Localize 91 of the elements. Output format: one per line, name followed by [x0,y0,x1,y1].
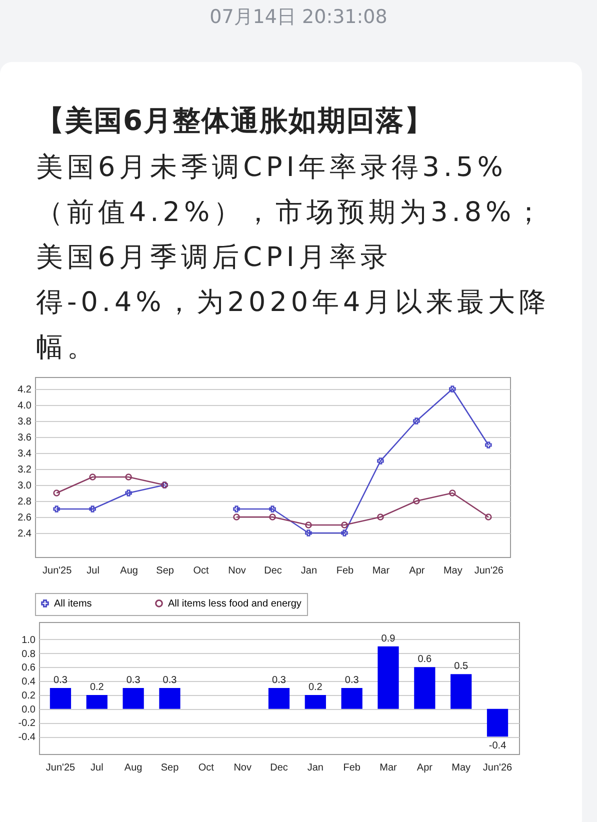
x-tick-label: May [452,762,471,774]
y-tick-label: 2.6 [18,512,32,524]
x-tick-label: Apr [409,566,426,576]
y-tick-label: 2.4 [18,528,32,540]
x-tick-label: Dec [270,762,288,774]
x-tick-label: Feb [343,762,361,774]
x-tick-label: Jun'25 [42,566,72,576]
y-tick-label: -0.4 [18,732,36,744]
y-tick-label: 3.4 [18,448,32,460]
point [233,506,240,512]
point [413,418,420,424]
bar [50,688,72,709]
point [269,506,276,512]
legend-label: All items less food and energy [168,598,302,610]
bar [159,688,180,709]
bar [268,688,290,709]
bar [450,674,472,709]
bar [304,694,326,709]
bar [414,667,436,709]
data-label: 0.3 [162,675,178,686]
y-tick-label: 0.6 [22,662,36,674]
x-tick-label: Jun'26 [482,762,513,774]
y-tick-label: 4.0 [18,400,32,412]
x-tick-label: Mar [372,566,390,576]
bar [341,688,362,709]
point [269,514,276,520]
point [449,490,456,496]
x-tick-label: Nov [234,762,252,774]
bar [486,708,508,737]
point [125,490,132,496]
x-tick-label: Apr [416,762,434,774]
point [305,530,312,536]
y-tick-label: 0.0 [22,704,36,716]
text: 07月14日 20:31:08 [208,5,388,30]
y-tick-label: 0.2 [22,690,36,702]
bar [122,688,144,709]
x-tick-label: Nov [228,566,246,576]
y-tick-label: -0.2 [18,718,36,730]
point [377,458,384,464]
point [341,522,348,528]
y-tick-label: 3.0 [18,480,32,492]
chart-subtitle: 美国6月未季调CPI年率录得3.5%（前值4.2%），市场预期为3.8%；美国6月季调后CPI月率录得-0.4%，为2020年4月以来最大降幅。 [36,151,551,365]
x-tick-label: Feb [336,566,354,576]
point [125,474,132,480]
x-tick-label: Jan [300,566,318,576]
y-tick-label: 0.8 [22,648,36,660]
data-label: 0.2 [308,682,323,693]
bar [86,694,108,709]
x-tick-label: Jul [86,566,100,576]
y-tick-label: 3.8 [18,416,32,428]
x-tick-label: Jul [90,762,104,774]
data-label: 0.3 [54,675,68,686]
x-tick-label: Jan [307,762,324,774]
y-tick-label: 3.6 [18,432,32,444]
x-tick-label: Jun'26 [474,566,504,576]
data-label: 0.2 [90,682,104,693]
point [377,514,384,520]
data-label: 0.3 [126,675,141,686]
point [485,442,492,448]
point [89,506,96,512]
x-tick-label: Jun'25 [46,762,76,774]
data-label: 0.5 [454,661,468,672]
x-tick-label: Dec [264,566,282,576]
x-tick-label: Oct [193,566,210,576]
legend-label: All items [54,598,92,610]
x-tick-label: May [443,566,462,576]
x-tick-label: Sep [156,566,174,576]
point [341,530,348,536]
y-tick-label: 3.2 [18,464,32,476]
point [53,506,60,512]
data-label: 0.6 [418,654,432,666]
point [305,522,312,528]
x-tick-label: Aug [124,762,142,774]
data-label: 0.3 [272,675,286,686]
point [233,514,240,520]
chart-title: 【美国6月整体通胀如期回落】 [36,103,434,139]
point [413,498,420,504]
x-tick-label: Sep [160,762,180,774]
x-tick-label: Mar [380,762,398,774]
bar [378,646,399,709]
y-tick-label: 1.0 [22,634,36,646]
point [89,474,96,480]
point [449,386,456,392]
data-label: -0.4 [488,740,507,752]
data-label: 0.9 [381,633,396,644]
data-label: 0.3 [344,675,360,686]
y-tick-label: 0.4 [22,676,36,688]
x-tick-label: Aug [120,566,138,576]
y-tick-label: 4.2 [18,384,32,396]
y-tick-label: 2.8 [18,496,32,508]
x-tick-label: Oct [198,762,214,774]
